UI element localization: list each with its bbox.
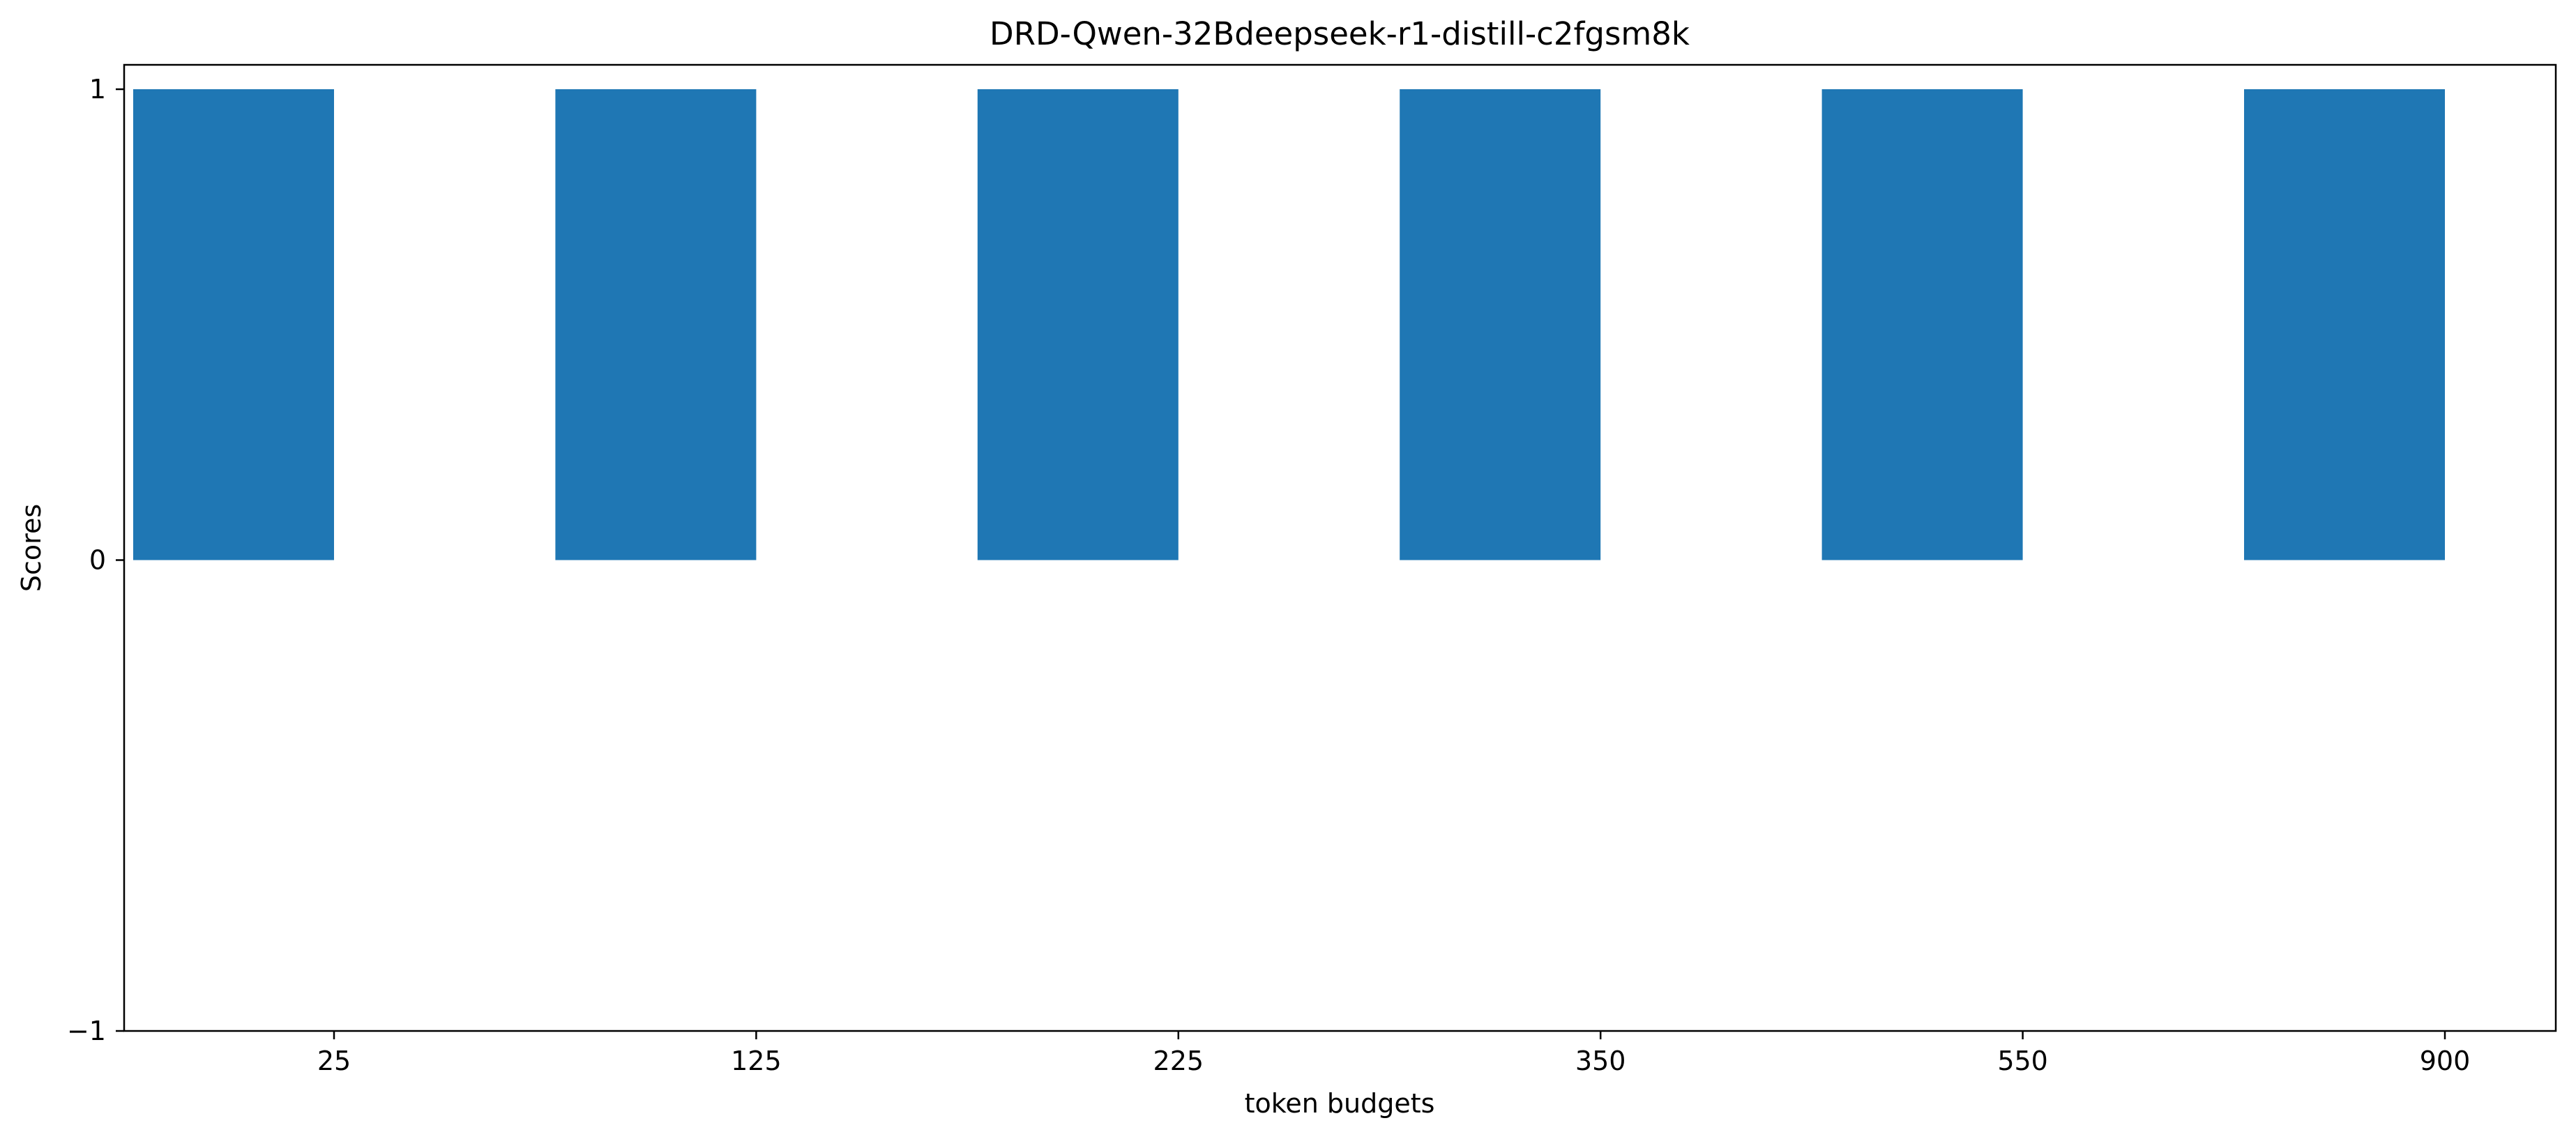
chart-title: DRD-Qwen-32Bdeepseek-r1-distill-c2fgsm8k [990, 15, 1690, 52]
bars-layer [133, 89, 2445, 560]
bar-900 [2244, 89, 2445, 560]
plot-frame [123, 63, 2557, 1032]
bar-125 [555, 89, 757, 560]
ticks-layer: 25 125 225 350 550 900 −1 0 1 [67, 74, 2470, 1076]
bar-225 [977, 89, 1179, 560]
bar-350 [1400, 89, 1601, 560]
x-tick-label-125: 125 [731, 1046, 782, 1076]
y-axis-label: Scores [16, 504, 47, 592]
x-tick-label-25: 25 [317, 1046, 351, 1076]
bar-550 [1821, 89, 2023, 560]
x-tick-label-225: 225 [1153, 1046, 1204, 1076]
bar-25 [133, 89, 334, 560]
x-axis-label: token budgets [1245, 1088, 1435, 1119]
y-tick-label--1: −1 [67, 1016, 106, 1046]
y-tick-label-0: 0 [89, 545, 106, 576]
x-tick-label-550: 550 [1997, 1046, 2048, 1076]
y-tick-label-1: 1 [89, 74, 106, 105]
x-tick-label-350: 350 [1575, 1046, 1626, 1076]
x-tick-label-900: 900 [2420, 1046, 2471, 1076]
